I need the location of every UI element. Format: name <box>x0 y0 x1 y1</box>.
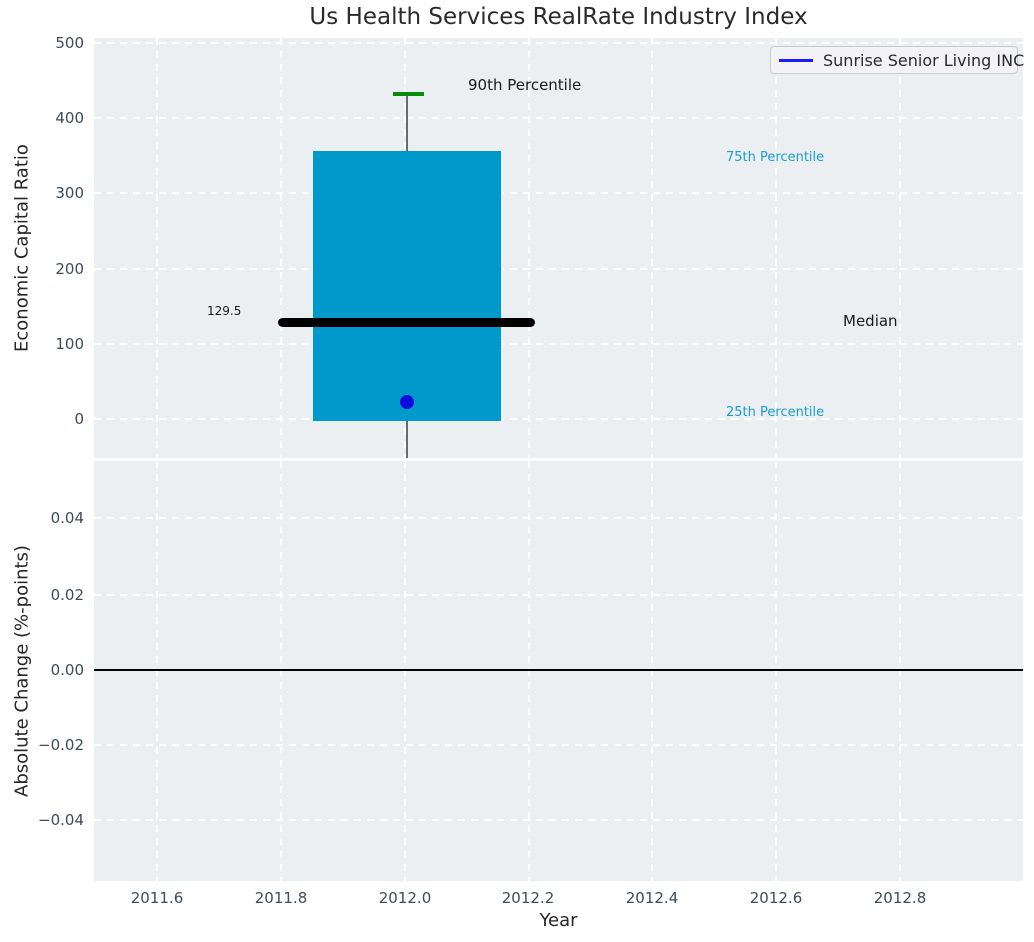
xtick-2012.2: 2012.2 <box>501 889 555 907</box>
gridline <box>651 461 653 881</box>
ytick-0: 0 <box>74 410 84 428</box>
gridline <box>94 418 1023 420</box>
ytick-300: 300 <box>55 184 84 202</box>
ytick--0.04: −0.04 <box>38 811 84 829</box>
gridline <box>775 461 777 881</box>
x-axis-label: Year <box>539 910 578 931</box>
annotation-75th-percentile: 75th Percentile <box>726 150 825 165</box>
company-data-point <box>400 395 414 409</box>
axes-absolute-change <box>94 461 1023 881</box>
xtick-2012.8: 2012.8 <box>873 889 927 907</box>
gridline <box>94 343 1023 345</box>
90th-percentile-cap <box>393 92 424 96</box>
ytick--0.02: −0.02 <box>38 736 84 754</box>
ytick-200: 200 <box>55 260 84 278</box>
xtick-2011.6: 2011.6 <box>130 889 184 907</box>
gridline <box>94 819 1023 821</box>
gridline <box>280 461 282 881</box>
gridline <box>775 38 777 458</box>
median-line <box>278 318 535 327</box>
ytick-0.04: 0.04 <box>50 509 84 527</box>
gridline <box>94 268 1023 270</box>
ytick-500: 500 <box>55 34 84 52</box>
xtick-2012.0: 2012.0 <box>378 889 432 907</box>
xtick-2012.6: 2012.6 <box>749 889 803 907</box>
gridline <box>156 38 158 458</box>
legend: Sunrise Senior Living INC <box>770 46 1024 74</box>
annotation-25th-percentile: 25th Percentile <box>726 405 825 420</box>
gridline <box>94 517 1023 519</box>
zero-reference-line <box>94 669 1023 671</box>
axes-economic-capital-ratio: 90th Percentile 75th Percentile 25th Per… <box>94 38 1024 458</box>
gridline <box>404 461 406 881</box>
interquartile-box <box>313 151 501 421</box>
y-axis-label-top: Economic Capital Ratio <box>11 144 33 352</box>
gridline <box>94 117 1023 119</box>
gridline <box>528 461 530 881</box>
ytick-0.02: 0.02 <box>50 586 84 604</box>
gridline <box>94 192 1023 194</box>
gridline <box>94 594 1023 596</box>
gridline <box>156 461 158 881</box>
xtick-2011.8: 2011.8 <box>254 889 308 907</box>
gridline <box>528 38 530 458</box>
gridline <box>899 38 901 458</box>
gridline <box>94 744 1023 746</box>
gridline <box>651 38 653 458</box>
annotation-median: Median <box>843 312 898 330</box>
legend-line-swatch <box>779 58 813 62</box>
annotation-90th-percentile: 90th Percentile <box>468 76 582 94</box>
annotation-median-value: 129.5 <box>207 304 242 318</box>
gridline <box>280 38 282 458</box>
ytick-0.00: 0.00 <box>50 661 84 679</box>
chart-title: Us Health Services RealRate Industry Ind… <box>309 4 808 30</box>
legend-label: Sunrise Senior Living INC <box>823 50 1025 70</box>
gridline <box>94 42 1023 44</box>
ytick-400: 400 <box>55 109 84 127</box>
ytick-100: 100 <box>55 335 84 353</box>
y-axis-label-bottom: Absolute Change (%-points) <box>11 545 33 797</box>
gridline <box>899 461 901 881</box>
xtick-2012.4: 2012.4 <box>625 889 679 907</box>
